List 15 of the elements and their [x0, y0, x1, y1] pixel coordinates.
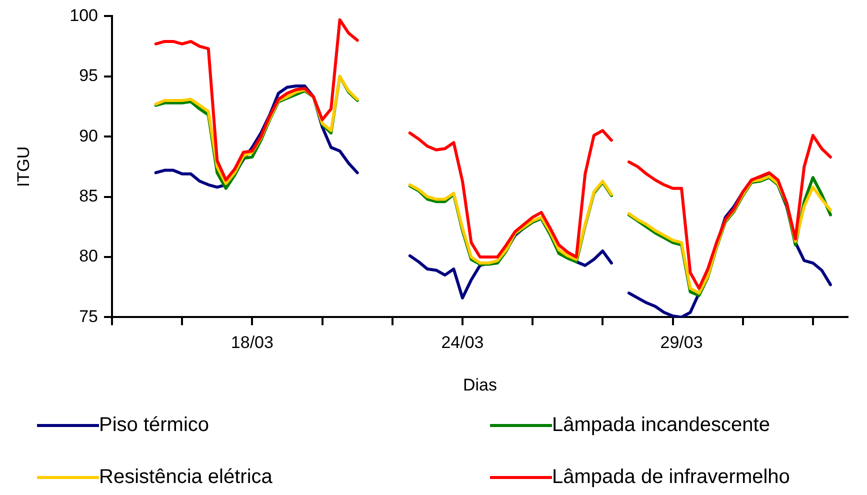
legend-label: Resistência elétrica [99, 466, 272, 489]
legend-label: Lâmpada incandescente [552, 414, 770, 437]
y-tick-label: 80 [79, 246, 98, 266]
y-tick-label: 95 [79, 66, 98, 86]
y-tick-label: 90 [79, 126, 98, 146]
legend-label: Lâmpada de infravermelho [552, 466, 790, 489]
y-tick-label: 75 [79, 306, 98, 326]
y-tick-label: 100 [70, 6, 98, 25]
x-tick-label: 18/03 [230, 333, 274, 352]
y-tick-label: 85 [79, 186, 98, 206]
x-axis-title: Dias [462, 375, 498, 394]
x-tick-label: 29/03 [660, 333, 703, 352]
legend-label: Piso térmico [99, 414, 210, 437]
x-tick-label: 24/03 [441, 333, 484, 352]
y-axis-title: ITGU [14, 146, 33, 188]
